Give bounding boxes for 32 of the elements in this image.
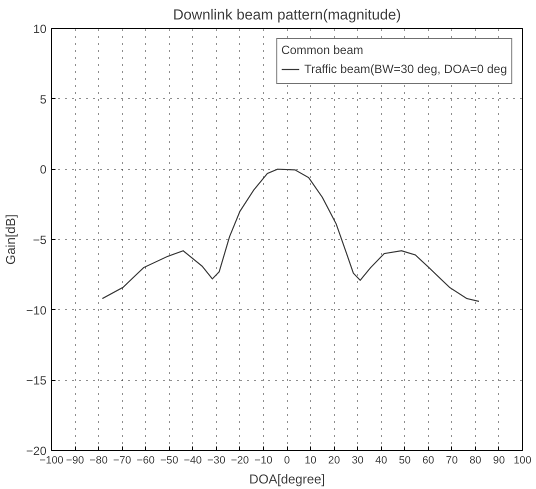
y-tick-label: 0 xyxy=(40,162,47,177)
x-tick-label: −80 xyxy=(90,454,108,466)
x-tick-label: 30 xyxy=(352,454,364,466)
x-tick-label: −60 xyxy=(136,454,155,466)
line-series xyxy=(102,168,480,302)
x-tick-label: 0 xyxy=(284,454,290,466)
x-tick-label: 40 xyxy=(375,454,388,466)
x-tick-label: 70 xyxy=(446,454,458,466)
x-tick-label: 80 xyxy=(469,454,482,466)
x-tick-label: 50 xyxy=(398,454,411,466)
x-tick-label: 100 xyxy=(514,454,532,466)
legend-title: Common beam xyxy=(281,43,364,57)
x-tick-label: 60 xyxy=(422,454,434,466)
y-tick-label: −15 xyxy=(26,374,47,388)
y-tick-label: −10 xyxy=(26,303,47,318)
x-tick-label: −50 xyxy=(160,454,178,466)
y-tick-label: −5 xyxy=(32,233,47,247)
x-tick-label: 10 xyxy=(304,454,317,466)
x-tick-label: 20 xyxy=(328,454,340,466)
x-tick-label: 90 xyxy=(493,454,505,466)
x-tick-label: −70 xyxy=(113,454,132,466)
x-tick-label: −30 xyxy=(207,454,226,466)
y-tick-label: 10 xyxy=(33,22,47,36)
legend-label: Traffic beam(BW=30 deg, DOA=0 deg xyxy=(304,62,507,76)
x-tick-label: −90 xyxy=(66,454,84,466)
x-axis-title: DOA[degree] xyxy=(249,472,325,486)
x-tick-label: −20 xyxy=(230,454,250,466)
x-tick-label: −10 xyxy=(254,454,273,466)
y-axis-title: Gain[dB] xyxy=(3,214,18,265)
y-tick-label: 5 xyxy=(40,92,47,106)
chart-title: Downlink beam pattern(magnitude) xyxy=(172,8,402,24)
x-tick-label: −40 xyxy=(184,454,202,466)
